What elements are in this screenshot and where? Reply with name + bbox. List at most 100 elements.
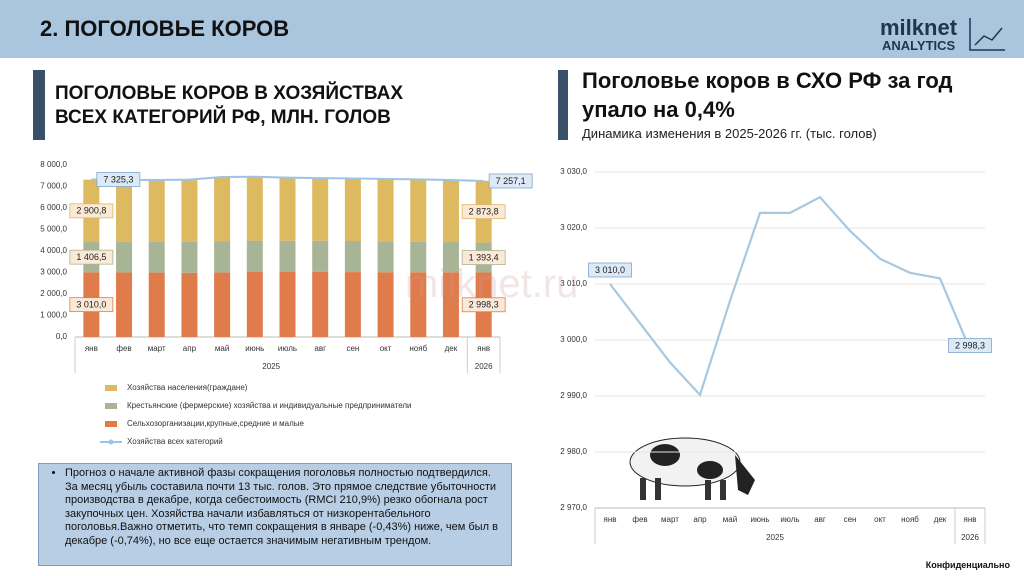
data-label: 2 998,3 — [955, 340, 985, 350]
data-label-box — [69, 249, 114, 265]
cow-image — [629, 437, 755, 500]
year-label: 2025 — [766, 533, 784, 542]
year-label: 2026 — [961, 533, 979, 542]
y-tick-label: 1 000,0 — [40, 311, 67, 320]
x-tick-label: янв — [85, 344, 98, 353]
line — [609, 195, 972, 398]
x-tick-label: нояб — [409, 344, 427, 353]
y-tick-label: 3 000,0 — [40, 268, 67, 277]
x-tick-label: июнь — [245, 344, 264, 353]
bar-segment — [344, 272, 361, 337]
bar-segment — [246, 272, 263, 337]
x-tick-label: март — [148, 344, 166, 353]
bar-segment — [116, 241, 133, 273]
y-tick-label: 0,0 — [56, 332, 68, 341]
data-label: 1 393,4 — [469, 252, 499, 262]
logo-icon — [969, 18, 1005, 51]
note-box: Прогноз о начале активной фазы сокращени… — [38, 463, 512, 566]
logo-sub: ANALYTICS — [882, 38, 956, 53]
bar-segment — [214, 241, 231, 273]
header-bar — [0, 0, 1024, 58]
data-label-box — [69, 203, 114, 219]
bar-segment — [344, 178, 361, 242]
total-line — [91, 175, 484, 182]
data-label-box — [69, 297, 114, 313]
x-tick-label: сен — [844, 515, 857, 524]
x-tick-label: дек — [445, 344, 458, 353]
bar-segment — [377, 272, 394, 337]
data-label: 7 257,1 — [496, 176, 526, 186]
bar-segment — [148, 179, 165, 242]
x-tick-label: окт — [874, 515, 886, 524]
x-tick-label: янв — [477, 344, 490, 353]
bar-segment — [442, 242, 459, 273]
data-label-box — [588, 262, 632, 278]
x-tick-label: авг — [314, 344, 326, 353]
data-label-box — [96, 172, 141, 187]
y-tick-label: 3 000,0 — [560, 335, 587, 344]
legend-label: Крестьянские (фермерские) хозяйства и ин… — [127, 401, 412, 410]
x-tick-label: май — [723, 515, 737, 524]
bar-segment — [116, 179, 133, 242]
data-label: 1 406,5 — [76, 252, 106, 262]
x-tick-label: июль — [278, 344, 297, 353]
legend-marker — [108, 439, 114, 445]
bar-segment — [246, 240, 263, 273]
bar-segment — [279, 272, 296, 337]
x-tick-label: нояб — [901, 515, 919, 524]
y-tick-label: 8 000,0 — [40, 160, 67, 169]
legend-swatch — [105, 421, 117, 427]
y-tick-label: 5 000,0 — [40, 225, 67, 234]
y-tick-label: 4 000,0 — [40, 246, 67, 255]
data-label: 7 325,3 — [103, 174, 133, 184]
heading-marker — [33, 70, 45, 140]
bar-segment — [442, 272, 459, 337]
y-tick-label: 3 030,0 — [560, 167, 587, 176]
x-tick-label: янв — [964, 515, 977, 524]
x-tick-label: апр — [693, 515, 707, 524]
x-tick-label: март — [661, 515, 679, 524]
y-tick-label: 3 020,0 — [560, 223, 587, 232]
x-tick-label: фев — [632, 515, 647, 524]
bar-segment — [377, 179, 394, 242]
x-tick-label: май — [215, 344, 229, 353]
bar-segment — [116, 272, 133, 337]
data-label: 2 900,8 — [76, 206, 106, 216]
x-tick-label: апр — [183, 344, 197, 353]
watermark: milknet.ru — [405, 262, 579, 306]
bar-segment — [312, 240, 329, 272]
y-tick-label: 2 980,0 — [560, 447, 587, 456]
x-tick-label: июль — [780, 515, 799, 524]
data-label-box — [488, 173, 533, 189]
legend-swatch — [105, 385, 117, 391]
x-tick-label: окт — [380, 344, 392, 353]
bar-segment — [181, 272, 198, 337]
slide-title: 2. ПОГОЛОВЬЕ КОРОВ — [40, 16, 290, 41]
data-label-box — [461, 297, 506, 313]
year-label: 2026 — [475, 362, 493, 371]
x-tick-label: дек — [934, 515, 947, 524]
bar-segment — [148, 272, 165, 337]
x-tick-label: сен — [346, 344, 359, 353]
x-tick-label: янв — [604, 515, 617, 524]
bar-segment — [410, 241, 427, 273]
footer: Конфиденциально — [925, 560, 1010, 570]
bar-segment — [312, 271, 329, 337]
data-label: 3 010,0 — [595, 265, 625, 275]
legend-label: Хозяйства населения(граждане) — [127, 383, 248, 392]
bar-segment — [442, 180, 459, 243]
bar-segment — [279, 177, 296, 241]
right-subtitle: Динамика изменения в 2025-2026 гг. (тыс.… — [582, 126, 877, 141]
y-tick-label: 7 000,0 — [40, 182, 67, 191]
y-tick-label: 6 000,0 — [40, 203, 67, 212]
note-text: Прогноз о начале активной фазы сокращени… — [65, 467, 501, 549]
bar-segment — [312, 178, 329, 241]
bar-segment — [344, 241, 361, 273]
bar-segment — [279, 240, 296, 273]
x-tick-label: авг — [814, 515, 826, 524]
data-label: 2 998,3 — [469, 300, 499, 310]
legend-label: Хозяйства всех категорий — [127, 437, 223, 446]
heading-marker — [558, 70, 568, 140]
y-tick-label: 2 000,0 — [40, 289, 67, 298]
